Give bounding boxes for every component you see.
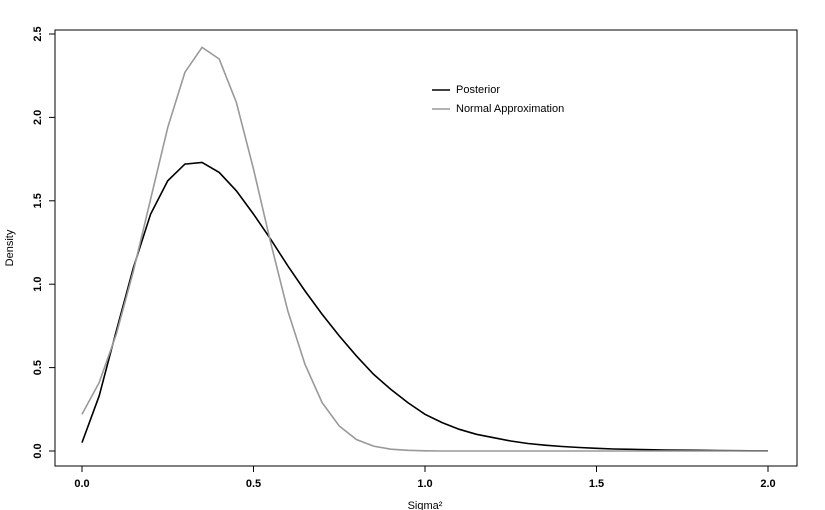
x-tick-label: 0.0 — [74, 478, 89, 490]
x-tick-label: 1.5 — [589, 478, 604, 490]
plot-frame — [54, 29, 798, 467]
legend-label: Normal Approximation — [456, 103, 564, 115]
y-axis-label: Density — [4, 229, 16, 266]
series-line — [81, 161, 768, 452]
y-tick-label: 1.0 — [32, 277, 44, 292]
x-tick-label: 2.0 — [760, 478, 775, 490]
legend-label: Posterior — [456, 84, 500, 96]
y-tick-label: 2.5 — [32, 26, 44, 41]
y-tick-label: 0.5 — [32, 360, 44, 375]
y-tick-label: 2.0 — [32, 110, 44, 125]
x-axis-label: Sigma² — [408, 500, 443, 510]
x-tick-label: 1.0 — [417, 478, 432, 490]
x-tick-label: 0.5 — [246, 478, 261, 490]
series-line — [81, 46, 768, 452]
y-tick-label: 1.5 — [32, 193, 44, 208]
y-tick-label: 0.0 — [32, 443, 44, 458]
